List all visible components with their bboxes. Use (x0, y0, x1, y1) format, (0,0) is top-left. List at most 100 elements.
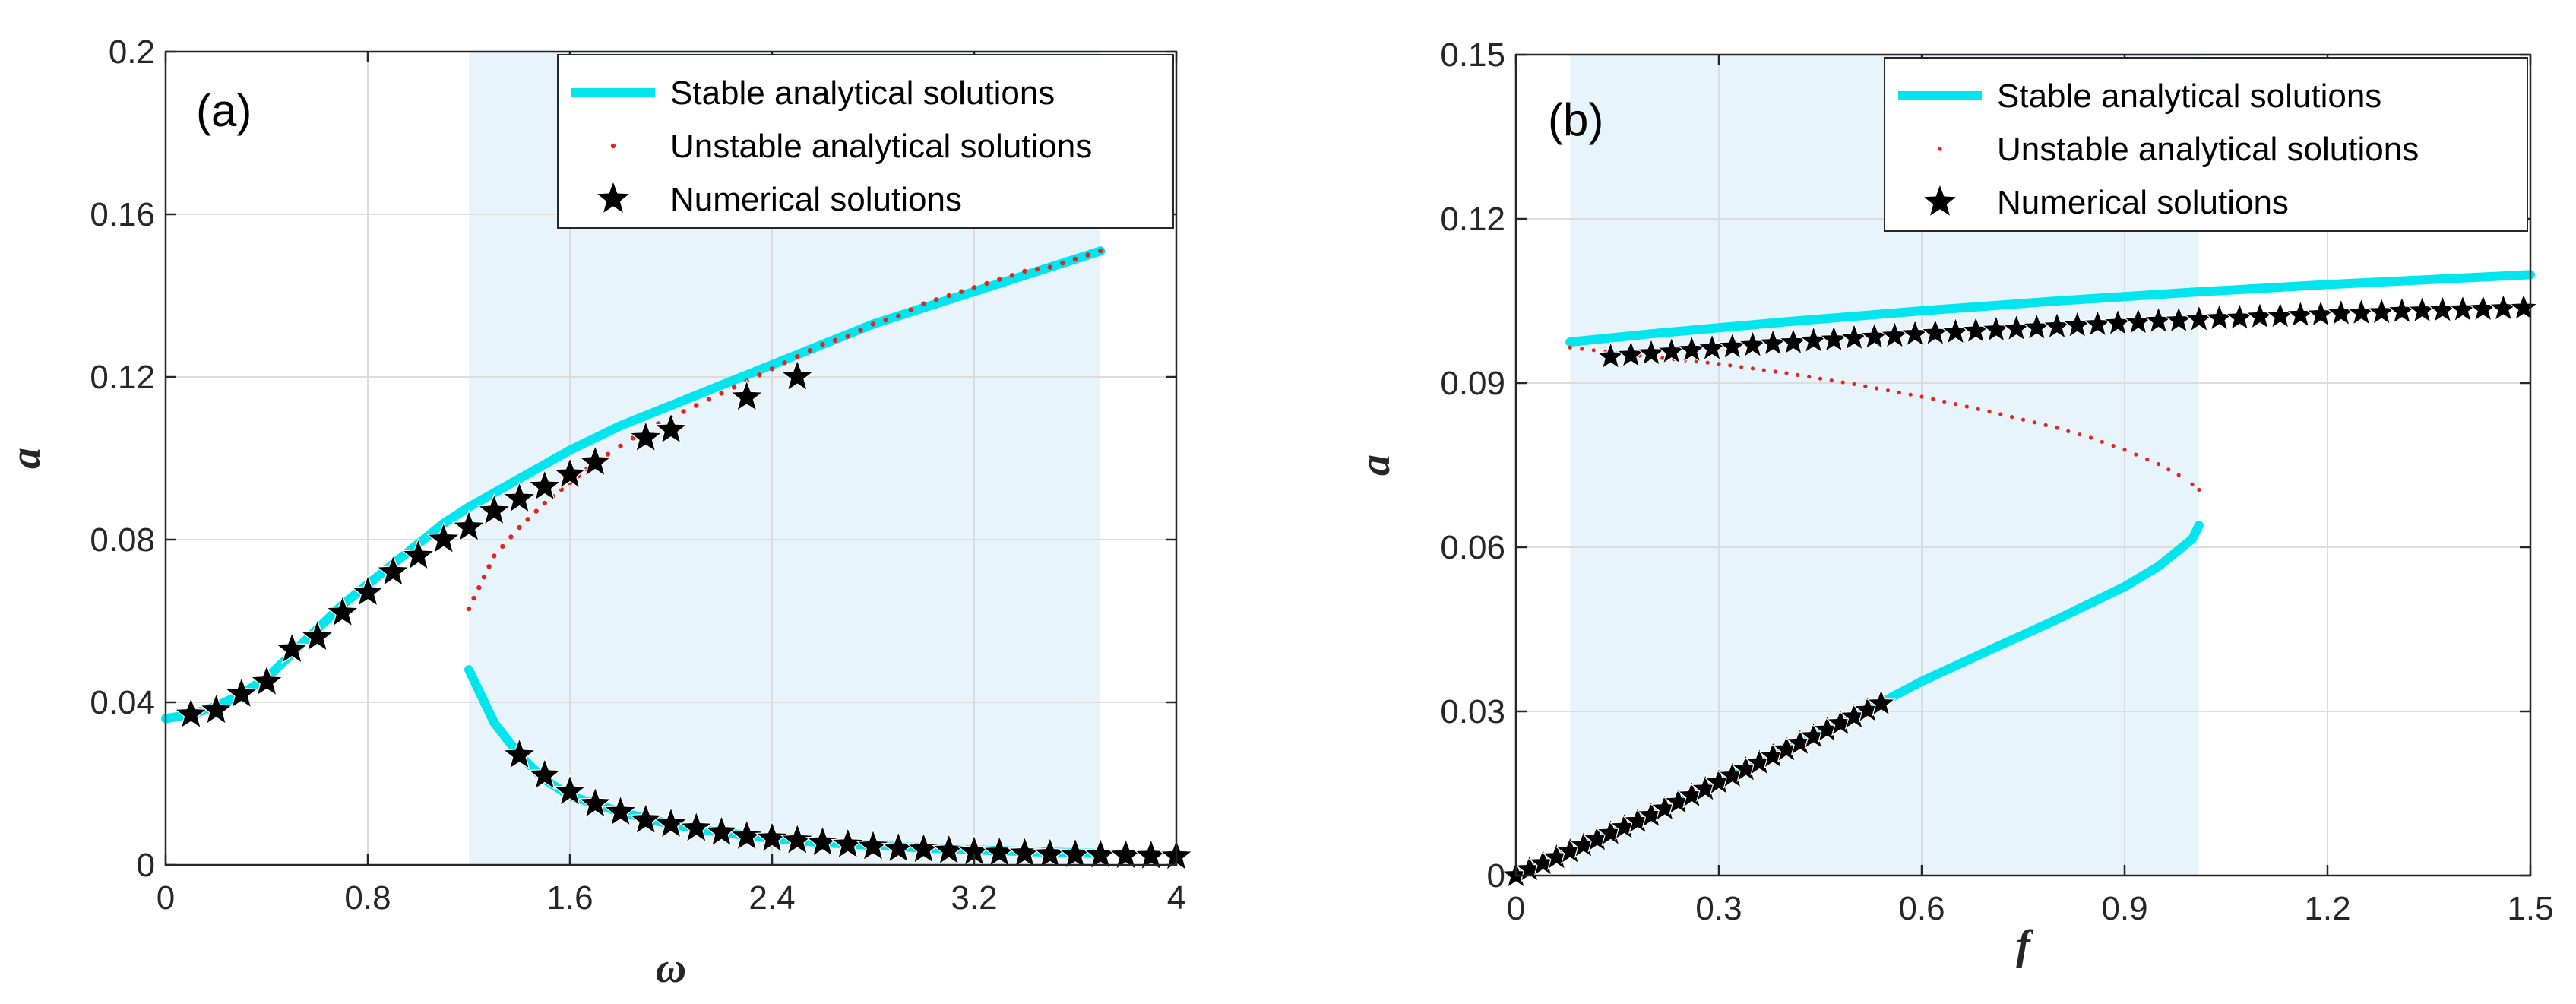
legend-box (1884, 57, 2528, 232)
numerical-point (1007, 835, 1043, 869)
unstable-point (2166, 467, 2171, 472)
unstable-point (1060, 261, 1065, 266)
unstable-point (1987, 409, 1992, 414)
numerical-point (653, 806, 688, 839)
unstable-point (1796, 372, 1800, 377)
chart-panel-b: 0 0.3 0.6 0.9 1.2 1.5 0 0.03 0.06 0.09 0.12 0.15 f a (… (1352, 36, 2554, 969)
numerical-point (603, 793, 638, 827)
numerical-point (982, 835, 1017, 868)
y-tick-label: 0 (1487, 857, 1505, 895)
legend-numerical-swatch (1924, 185, 1956, 216)
y-tick-label: 0.12 (90, 359, 155, 396)
unstable-point (500, 543, 505, 550)
unstable-point (471, 595, 476, 601)
unstable-point (1034, 267, 1040, 272)
unstable-point (1773, 369, 1777, 374)
numerical-point (780, 822, 815, 856)
x-tick-label: 0.3 (1695, 890, 1742, 927)
numerical-point (755, 820, 790, 854)
unstable-point (2032, 420, 2036, 425)
unstable-point (605, 451, 611, 457)
legend-entry: Unstable analytical solutions (670, 128, 1092, 165)
unstable-point (1919, 394, 1924, 399)
unstable-point (2145, 457, 2150, 461)
x-tick-label: 2.4 (748, 879, 795, 917)
unstable-point (486, 564, 492, 569)
y-axis-label: a (2, 448, 49, 469)
unstable-point (1897, 390, 1901, 395)
axes-box (164, 50, 1178, 866)
unstable-point (971, 285, 977, 290)
numerical-point (476, 492, 511, 526)
unstable-point (1931, 397, 1935, 401)
unstable-point (1852, 382, 1856, 386)
legend-entry: Numerical solutions (1997, 184, 2289, 221)
numerical-point (299, 619, 335, 652)
unstable-point (2043, 423, 2048, 428)
y-tick-label: 0.08 (90, 521, 155, 559)
numerical-point (1058, 836, 1093, 869)
numerical-point (527, 468, 562, 502)
numerical-point (906, 831, 941, 864)
unstable-point (858, 328, 863, 333)
numerical-point (1134, 838, 1169, 871)
numerical-point (502, 480, 537, 514)
unstable-point (533, 508, 539, 514)
unstable-point (1840, 380, 1845, 385)
unstable-point (1580, 347, 1584, 351)
numerical-point (2508, 292, 2539, 321)
unstable-point (1022, 268, 1027, 274)
panel-label: (a) (196, 85, 252, 136)
numerical-point (400, 537, 436, 571)
numerical-point (578, 444, 612, 477)
numerical-point (628, 802, 663, 835)
x-axis-label: ω (656, 945, 687, 992)
legend-entry: Stable analytical solutions (670, 74, 1055, 112)
unstable-point (1047, 264, 1053, 270)
numerical-point (451, 509, 486, 543)
legend-box (557, 54, 1174, 229)
unstable-point (2021, 417, 2026, 422)
unstable-point (1784, 371, 1789, 375)
numerical-point (729, 379, 764, 412)
unstable-point (769, 366, 775, 372)
numerical-point (249, 664, 284, 697)
unstable-point (694, 403, 699, 408)
unstable-point (1591, 348, 1596, 353)
unstable-point (2010, 415, 2014, 420)
unstable-point (896, 313, 901, 318)
x-axis-label: f (2016, 922, 2034, 969)
y-axis-label: a (1352, 454, 1399, 476)
numerical-point (729, 818, 764, 851)
numerical-point (375, 554, 410, 587)
numerical-point (527, 757, 562, 790)
x-tick-label: 1.6 (546, 879, 593, 917)
unstable-point (1942, 399, 1947, 404)
unstable-point (508, 534, 514, 540)
numerical-point (932, 832, 967, 866)
y-tick-label: 0.04 (90, 684, 155, 721)
unstable-point (466, 606, 472, 612)
numerical-point (552, 773, 587, 806)
unstable-point (2111, 444, 2116, 448)
unstable-point (481, 575, 487, 580)
unstable-point (820, 342, 825, 347)
unstable-point (757, 372, 762, 378)
numerical-point (856, 828, 891, 862)
unstable-point (795, 354, 800, 359)
unstable-point (984, 280, 989, 287)
unstable-point (1818, 376, 1823, 381)
unstable-point (1908, 392, 1913, 397)
unstable-point (2055, 426, 2059, 430)
unstable-point (492, 553, 497, 559)
numerical-point (653, 411, 688, 445)
unstable-point (1885, 388, 1891, 393)
unstable-point (807, 348, 813, 353)
numerical-point (578, 786, 612, 819)
unstable-point (618, 443, 623, 449)
numerical-point (831, 826, 866, 860)
y-tick-label: 0.06 (1440, 529, 1505, 566)
y-tick-label: 0.2 (109, 33, 155, 71)
unstable-point (1875, 386, 1879, 391)
unstable-point (1098, 248, 1103, 254)
